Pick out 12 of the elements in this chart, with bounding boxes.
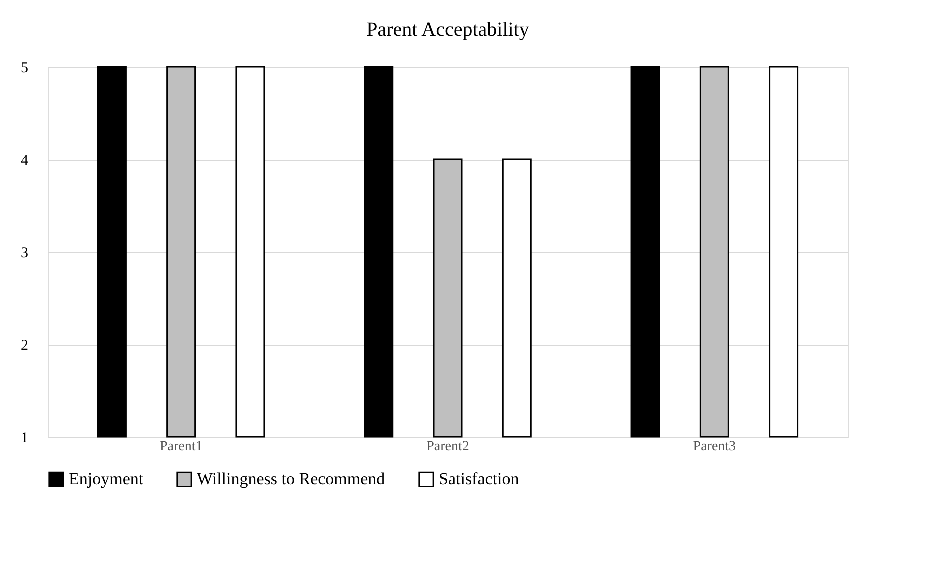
legend-label: Satisfaction	[439, 470, 520, 489]
x-tick-label: Parent1	[160, 440, 203, 454]
x-tick-label: Parent2	[426, 440, 470, 454]
y-tick-label: 5	[21, 60, 28, 76]
y-tick-label: 4	[21, 153, 29, 169]
y-tick-label: 2	[21, 338, 28, 354]
y-tick-label: 1	[21, 430, 28, 446]
chart-title: Parent Acceptability	[366, 19, 530, 41]
x-tick-label: Parent3	[693, 440, 736, 454]
legend-label: Willingness to Recommend	[197, 470, 386, 489]
y-tick-label: 3	[21, 246, 28, 262]
legend-label: Enjoyment	[69, 470, 144, 489]
